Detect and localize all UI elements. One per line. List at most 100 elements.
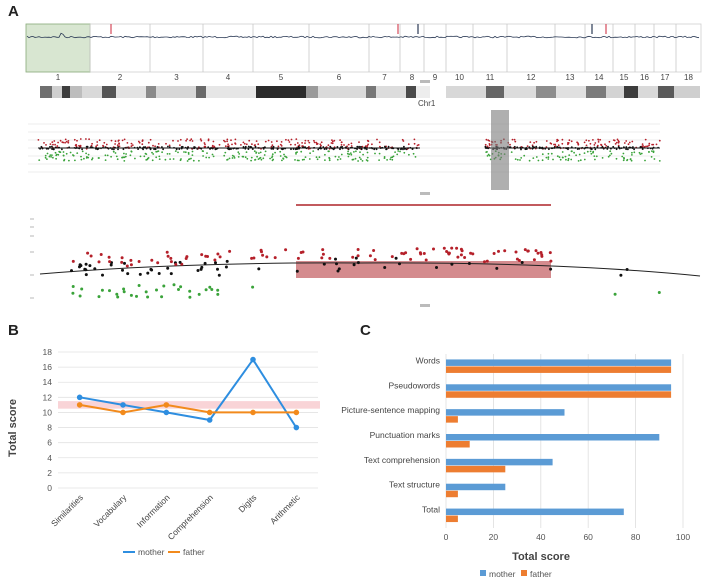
scatter-marker bbox=[420, 192, 430, 195]
detail-point bbox=[483, 260, 486, 264]
chromosome-label[interactable]: 1 bbox=[56, 73, 61, 82]
detail-point bbox=[108, 289, 111, 293]
detail-point bbox=[126, 272, 130, 276]
detail-point bbox=[251, 285, 255, 289]
scatter-point bbox=[578, 153, 581, 156]
scatter-point bbox=[281, 159, 283, 162]
chart-b-point-mother[interactable] bbox=[206, 417, 213, 423]
scatter-points bbox=[37, 138, 661, 162]
chart-b-point-mother[interactable] bbox=[250, 356, 256, 363]
scatter-point bbox=[645, 145, 647, 148]
detail-point bbox=[409, 257, 413, 261]
chart-b-point-mother[interactable] bbox=[163, 409, 170, 416]
chart-c-bar-mother[interactable] bbox=[446, 483, 506, 491]
zoom-window[interactable] bbox=[491, 110, 509, 190]
chart-b-ytick-label: 2 bbox=[47, 468, 52, 478]
detail-point bbox=[334, 257, 337, 261]
scatter-point bbox=[488, 140, 491, 142]
detail-point bbox=[199, 267, 203, 271]
chromosome-label[interactable]: 4 bbox=[226, 73, 231, 82]
chart-c-bar-mother[interactable] bbox=[446, 359, 672, 366]
chart-b-category-label: Arithmetic bbox=[268, 492, 302, 526]
scatter-point bbox=[249, 145, 252, 148]
scatter-point bbox=[96, 148, 99, 151]
chart-b-point-father[interactable] bbox=[250, 409, 256, 416]
chromosome-label[interactable]: 3 bbox=[174, 73, 179, 82]
chart-c-bar-father[interactable] bbox=[446, 515, 458, 523]
scatter-point bbox=[488, 154, 491, 157]
scatter-point bbox=[248, 139, 251, 142]
scatter-point bbox=[114, 140, 117, 143]
chart-c-bar-mother[interactable] bbox=[446, 384, 672, 391]
scatter-point bbox=[96, 141, 99, 143]
scatter-point bbox=[304, 142, 306, 145]
chart-c-bar-father[interactable] bbox=[446, 366, 672, 373]
detail-point bbox=[217, 273, 221, 277]
chromosome-label[interactable]: 15 bbox=[620, 73, 629, 82]
scatter-point bbox=[85, 145, 88, 148]
chromosome-label[interactable]: 10 bbox=[455, 73, 464, 82]
chart-c-bar-mother[interactable] bbox=[446, 434, 660, 441]
detail-point bbox=[150, 258, 154, 262]
detail-point bbox=[129, 293, 133, 297]
ideogram-band bbox=[82, 86, 102, 98]
chart-c-bar-father[interactable] bbox=[446, 391, 672, 398]
chromosome-label[interactable]: 18 bbox=[684, 73, 693, 82]
chart-c-bar-father[interactable] bbox=[446, 416, 458, 423]
scatter-point bbox=[565, 158, 567, 161]
scatter-point bbox=[627, 148, 629, 151]
scatter-point bbox=[187, 151, 190, 154]
chromosome-label[interactable]: 17 bbox=[661, 73, 670, 82]
scatter-point bbox=[594, 158, 596, 161]
chart-b-point-mother[interactable] bbox=[293, 424, 300, 431]
chromosome-label[interactable]: 11 bbox=[486, 73, 495, 82]
chromosome-label[interactable]: 12 bbox=[527, 73, 536, 82]
chromosome-label[interactable]: 9 bbox=[433, 73, 438, 82]
detail-point bbox=[88, 264, 92, 268]
selected-chromosome-region[interactable] bbox=[25, 23, 91, 73]
scatter-point bbox=[85, 157, 88, 159]
chart-c-bar-father[interactable] bbox=[446, 465, 506, 473]
scatter-point bbox=[585, 144, 588, 147]
gained-segment-box[interactable] bbox=[296, 261, 551, 278]
chromosome-label[interactable]: 6 bbox=[337, 73, 342, 82]
chart-b-point-father[interactable] bbox=[293, 409, 300, 416]
detail-point bbox=[86, 251, 90, 255]
chromosome-label[interactable]: 2 bbox=[118, 73, 123, 82]
chart-b-point-father[interactable] bbox=[163, 402, 170, 408]
chart-b-point-father[interactable] bbox=[206, 409, 213, 416]
chart-c-xtick-label: 40 bbox=[536, 532, 546, 542]
detail-point bbox=[146, 295, 150, 299]
chromosome-label[interactable]: 7 bbox=[382, 73, 387, 82]
chart-c-bar-mother[interactable] bbox=[446, 458, 553, 466]
detail-point bbox=[337, 267, 341, 271]
detail-point bbox=[354, 256, 358, 260]
chromosome-label[interactable]: 13 bbox=[566, 73, 575, 82]
chart-b-point-father[interactable] bbox=[120, 409, 126, 416]
scatter-point bbox=[155, 156, 158, 159]
chart-c-bar-father[interactable] bbox=[446, 490, 458, 498]
scatter-point bbox=[191, 140, 194, 142]
scatter-point bbox=[88, 138, 90, 141]
chromosome-label[interactable]: 5 bbox=[279, 73, 284, 82]
scatter-point bbox=[183, 151, 185, 153]
scatter-point bbox=[641, 145, 644, 148]
chart-b-point-mother[interactable] bbox=[120, 402, 126, 408]
chart-b-point-father[interactable] bbox=[76, 402, 83, 408]
scatter-point bbox=[655, 143, 658, 146]
chromosome-label[interactable]: 16 bbox=[640, 73, 649, 82]
chromosome-label[interactable]: 8 bbox=[410, 73, 415, 82]
scatter-point bbox=[85, 138, 87, 140]
scatter-point bbox=[95, 145, 97, 148]
scatter-point bbox=[263, 154, 266, 156]
scatter-point bbox=[594, 148, 597, 151]
chromosome-label[interactable]: 14 bbox=[595, 73, 604, 82]
chart-c-bar-father[interactable] bbox=[446, 441, 470, 448]
chart-b-point-mother[interactable] bbox=[76, 394, 83, 401]
scatter-point bbox=[200, 139, 203, 142]
chart-c-bar-mother[interactable] bbox=[446, 409, 565, 416]
scatter-point bbox=[168, 146, 171, 148]
detail-point bbox=[210, 288, 214, 291]
chart-c-bar-mother[interactable] bbox=[446, 508, 624, 516]
scatter-point bbox=[247, 145, 250, 148]
